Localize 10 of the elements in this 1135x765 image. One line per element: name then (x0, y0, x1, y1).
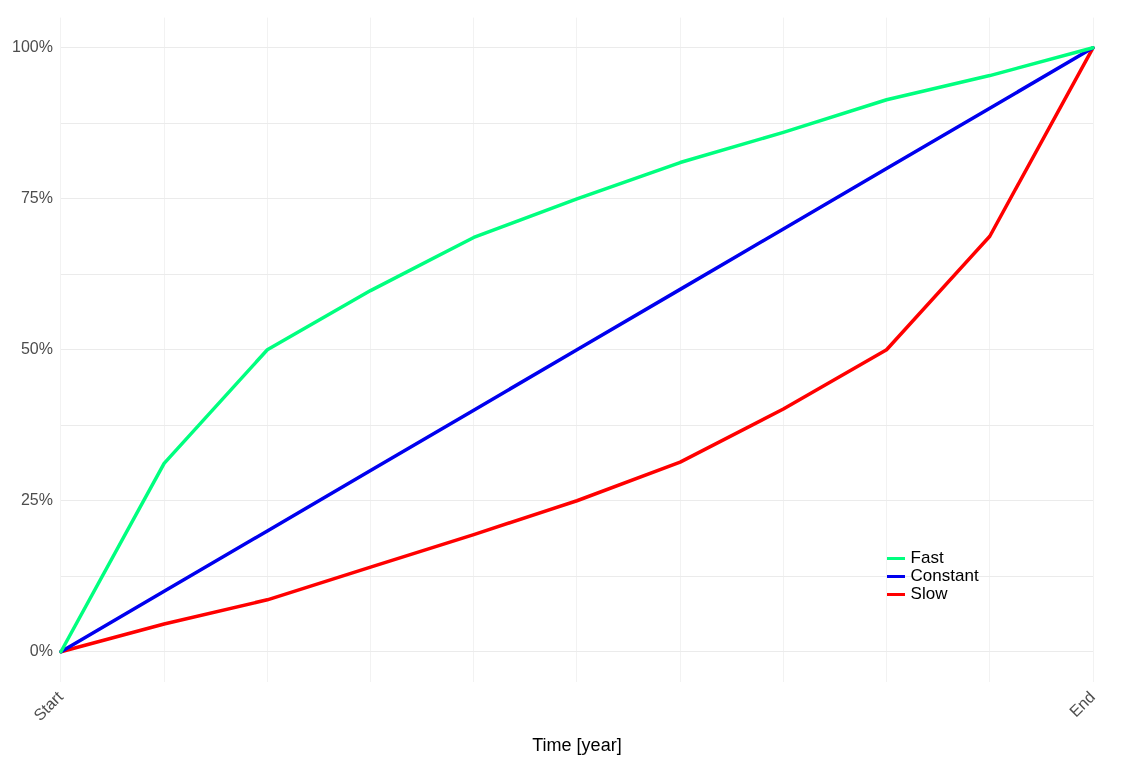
y-tick-label: 75% (20, 189, 53, 207)
y-tick-label: 0% (29, 642, 53, 660)
y-tick-label: 100% (12, 38, 53, 56)
legend-label: Slow (910, 584, 948, 604)
x-tick-label: End (1066, 687, 1099, 721)
legend-label: Constant (910, 566, 979, 586)
legend-label: Fast (910, 548, 944, 568)
x-axis-title: Time [year] (532, 735, 622, 756)
y-tick-label: 25% (20, 491, 53, 509)
y-tick-label: 50% (20, 340, 53, 358)
